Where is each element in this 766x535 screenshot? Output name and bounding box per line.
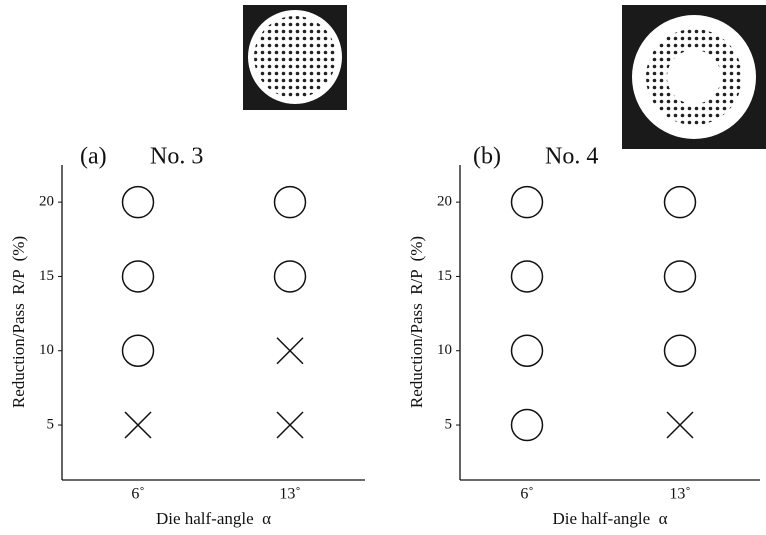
circle-marker [510,334,544,367]
y-tick-label: 20 [437,194,452,210]
chart-title: No. 4 [545,144,598,170]
y-tick-label: 20 [39,194,54,210]
circle-marker [663,185,697,219]
cross-marker [124,411,152,439]
x-tick-label: 6˚ [131,486,144,503]
x-tick-label: 13˚ [669,486,690,503]
panel-label: (b) [473,144,501,170]
cross-marker [276,411,304,439]
circle-marker [273,185,307,219]
circle-marker [121,260,155,293]
y-axis-label: Reduction/Pass R/P (%) [407,236,426,408]
y-axis-label: Reduction/Pass R/P (%) [9,236,28,408]
cross-marker [666,411,694,439]
y-tick-label: 5 [445,416,453,432]
x-axis-label: Die half-angle α [552,509,667,528]
circle-marker [510,408,544,442]
x-axis-label: Die half-angle α [156,509,271,528]
circle-marker [121,334,155,367]
circle-marker [510,185,544,219]
x-tick-label: 6˚ [520,486,533,503]
y-tick-label: 5 [47,416,55,432]
y-tick-label: 10 [39,342,54,358]
cross-marker [276,337,304,365]
circle-marker [121,185,155,219]
x-tick-label: 13˚ [279,486,300,503]
circle-marker [663,260,697,293]
y-tick-label: 15 [437,268,452,284]
y-tick-label: 15 [39,268,54,284]
cross-section-photo [243,5,347,110]
chart-title: No. 3 [150,144,203,170]
y-tick-label: 10 [437,342,452,358]
panel-label: (a) [80,144,107,170]
circle-marker [273,260,307,293]
cross-section-photo [622,5,766,149]
circle-marker [663,334,697,367]
circle-marker [510,260,544,293]
